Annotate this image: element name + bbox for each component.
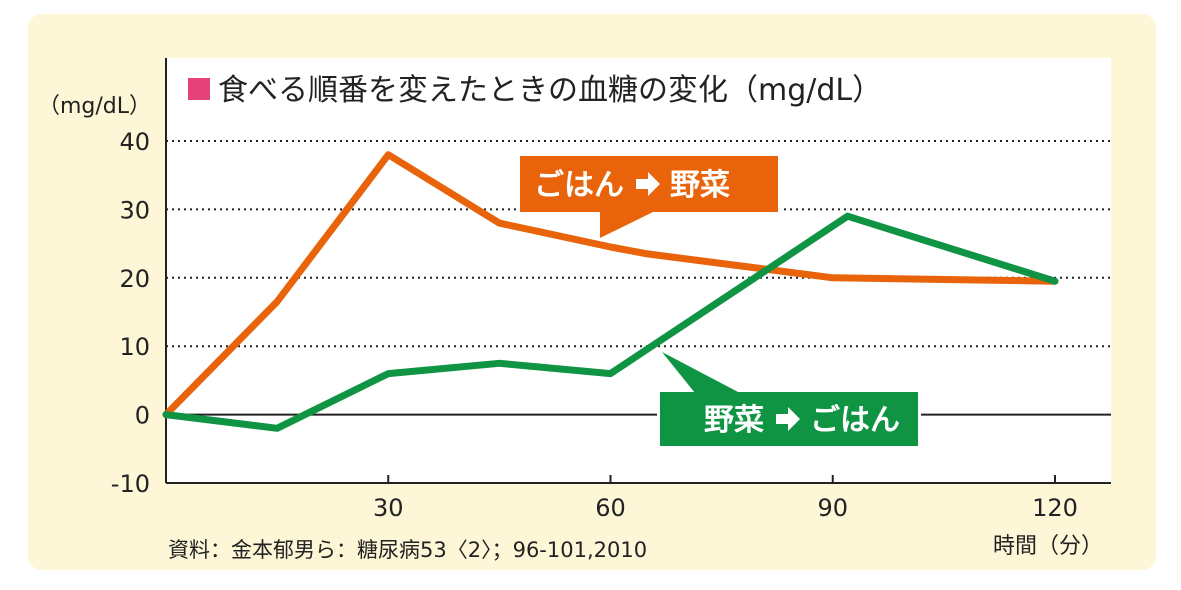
tick-labels: 40 30 20 10 0 -10 30 60 90 120 bbox=[111, 128, 1078, 522]
y-tick-label: 0 bbox=[135, 402, 150, 430]
callout-label-right: 野菜 bbox=[670, 168, 730, 203]
callout-vegetables-first: 野菜 ごはん bbox=[657, 352, 921, 449]
x-tick-label: 120 bbox=[1032, 494, 1078, 522]
series-lines bbox=[162, 151, 1059, 432]
chart-title: 食べる順番を変えたときの血糖の変化（mg/dL） bbox=[218, 73, 882, 108]
callout-tail bbox=[600, 211, 655, 238]
y-tick-label: 40 bbox=[119, 128, 150, 156]
x-tick-label: 90 bbox=[817, 494, 848, 522]
plot-area bbox=[166, 58, 1111, 483]
callout-label-right: ごはん bbox=[810, 403, 900, 438]
y-axis-unit-label: （mg/dL） bbox=[38, 94, 151, 119]
y-tick-label: 30 bbox=[119, 196, 150, 224]
callout-tail bbox=[662, 352, 740, 393]
arrow-right-icon bbox=[776, 407, 800, 431]
x-axis-label: 時間（分） bbox=[993, 534, 1103, 559]
source-note: 資料：金本郁男ら：糖尿病53〈2〉；96-101,2010 bbox=[168, 538, 647, 562]
y-tick-label: 10 bbox=[119, 333, 150, 361]
x-tick-label: 60 bbox=[595, 494, 626, 522]
y-tick-label: -10 bbox=[111, 470, 150, 498]
y-tick-label: 20 bbox=[119, 265, 150, 293]
series-line-rice-first bbox=[162, 151, 1059, 419]
arrow-right-icon bbox=[636, 172, 660, 196]
series-line-vegetables-first bbox=[162, 212, 1059, 432]
x-tick-label: 30 bbox=[373, 494, 404, 522]
callout-label-left: 野菜 bbox=[704, 403, 764, 438]
title-marker-icon bbox=[188, 78, 210, 100]
callout-rice-first: ごはん 野菜 bbox=[517, 153, 781, 238]
callout-label-left: ごはん bbox=[534, 168, 624, 203]
